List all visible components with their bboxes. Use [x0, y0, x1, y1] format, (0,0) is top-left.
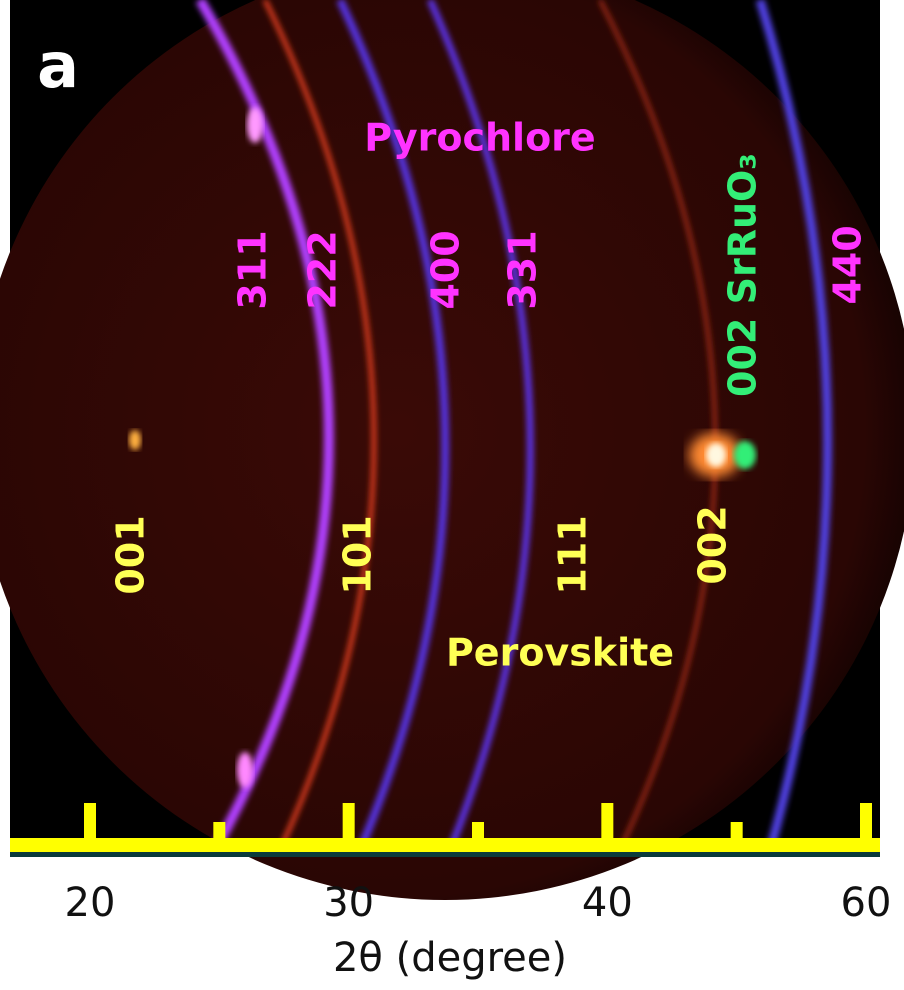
axis-bar — [10, 838, 880, 852]
detector-field — [0, 0, 904, 900]
minor-tick — [213, 822, 226, 842]
x-axis-label: 2θ (degree) — [333, 935, 567, 981]
panel-label: a — [37, 29, 79, 102]
x-tick-label: 20 — [65, 880, 116, 926]
reflection-label: 002 — [691, 505, 735, 584]
x-tick — [601, 803, 614, 843]
minor-tick — [730, 822, 743, 842]
x-tick-label: 40 — [582, 880, 633, 926]
reflection-label: 101 — [336, 515, 380, 594]
group-title: Perovskite — [446, 631, 674, 675]
axis-shadow — [10, 852, 880, 857]
x-tick — [860, 803, 872, 843]
group-title: Pyrochlore — [364, 116, 595, 160]
x-tick-label: 60 — [841, 880, 892, 926]
minor-tick — [472, 822, 484, 842]
reflection-label: 400 — [424, 230, 468, 309]
reflection-label: 440 — [826, 225, 870, 304]
reflection-label: 111 — [551, 515, 595, 594]
reflection-label: 311 — [231, 230, 275, 309]
reflection-label: 001 — [109, 515, 153, 594]
x-tick-label: 30 — [323, 880, 374, 926]
reflection-label: 331 — [501, 230, 545, 309]
x-tick — [342, 803, 355, 843]
x-tick — [84, 803, 96, 843]
substrate-label: 002 SrRuO₃ — [721, 153, 765, 397]
reflection-label: 222 — [301, 230, 345, 309]
spots — [129, 107, 756, 788]
